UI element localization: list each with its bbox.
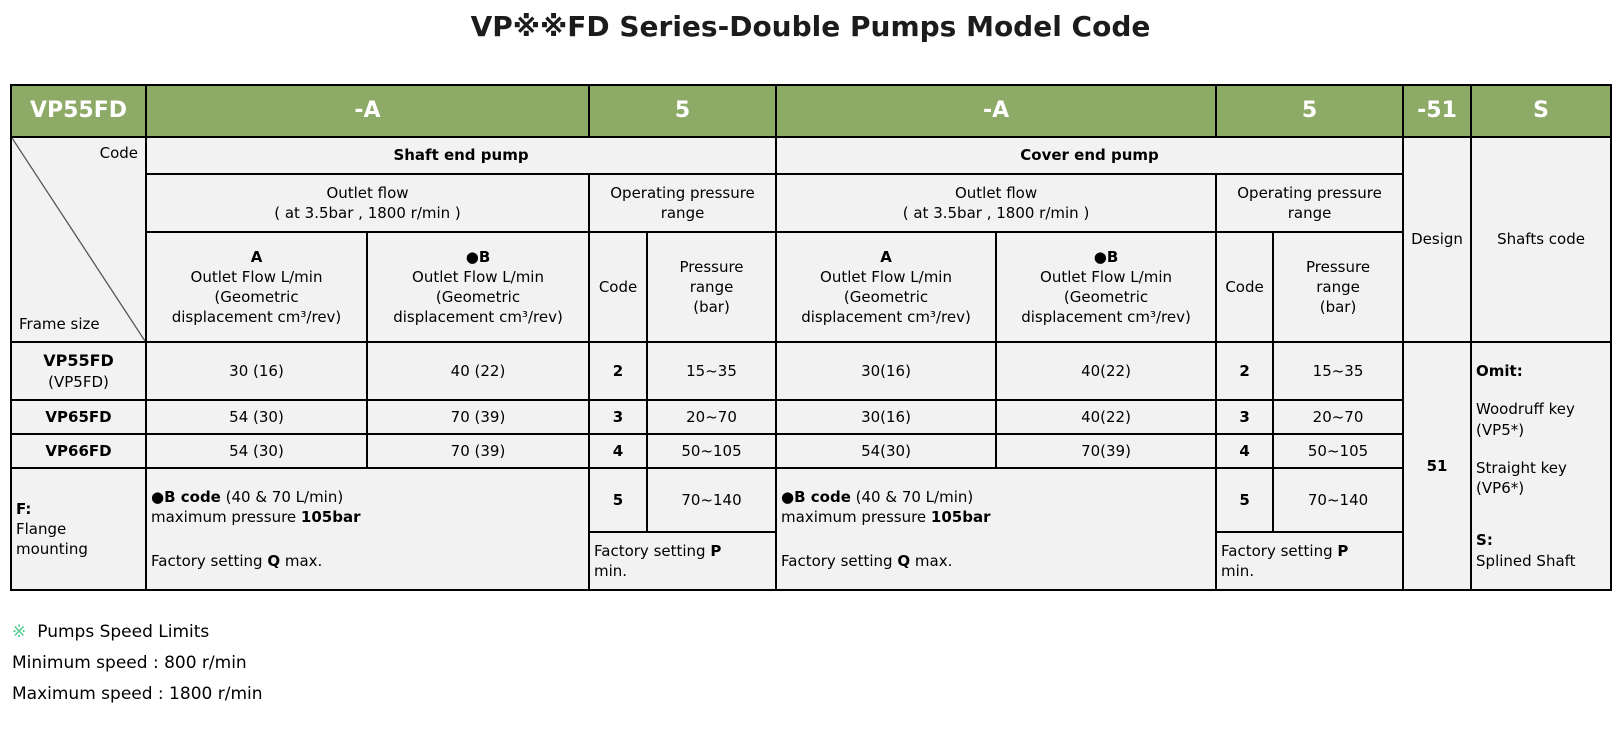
- design-header: Design: [1402, 136, 1473, 343]
- note-maximum-speed: Maximum speed : 1800 r/min: [12, 684, 263, 704]
- frame-size-cell: VP65FD: [10, 399, 147, 435]
- table-row: F: Flange mounting ●B code (40 & 70 L/mi…: [10, 467, 1611, 591]
- shaft-code-col-header: Code: [588, 231, 649, 343]
- cover-outlet-flow-header: Outlet flow ( at 3.5bar , 1800 r/min ): [775, 173, 1218, 233]
- model-shaft-flow-code: -A: [144, 84, 591, 138]
- cover-a-flow-value: 30(16): [775, 341, 998, 401]
- cover-col-b-header: ●B Outlet Flow L/min (Geometric displace…: [995, 231, 1218, 343]
- flange-mounting-cell: F: Flange mounting: [10, 467, 147, 591]
- cover-code-value: 3: [1215, 399, 1275, 435]
- shaft-code-value: 2: [588, 341, 649, 401]
- cover-b-flow-value: 70(39): [995, 433, 1218, 469]
- model-cover-flow-code: -A: [775, 84, 1218, 138]
- model-frame-code: VP55FD: [10, 84, 147, 138]
- model-code-table: VP55FD -A 5 -A 5 -51 S Code Frame size S…: [10, 84, 1613, 591]
- shaft-a-flow-value: 54 (30): [145, 399, 368, 435]
- shaft-pressure-range-value: 20~70: [646, 399, 778, 435]
- cover-pressure-range-value: 15~35: [1272, 341, 1405, 401]
- shaft-pressure-range-value: 70~140: [646, 467, 778, 533]
- shaft-code-value: 5: [588, 467, 649, 533]
- model-cover-pressure-code: 5: [1215, 84, 1405, 138]
- shaft-operating-pressure-header: Operating pressure range: [588, 173, 778, 233]
- shaft-b-flow-value: 70 (39): [365, 399, 591, 435]
- shaft-b-flow-value: 70 (39): [365, 433, 591, 469]
- table-row: VP66FD 54 (30) 70 (39) 4 50~105 54(30) 7…: [10, 433, 1611, 469]
- cover-code-value: 4: [1215, 433, 1275, 469]
- shaft-end-pump-header: Shaft end pump: [144, 136, 778, 175]
- frame-size-cell: VP66FD: [10, 433, 147, 469]
- shafts-code-legend: Omit: Woodruff key (VP5*) Straight key (…: [1470, 341, 1613, 591]
- cover-pressure-range-value: 20~70: [1272, 399, 1405, 435]
- table-row: VP55FD (VP5FD) 30 (16) 40 (22) 2 15~35 3…: [10, 341, 1613, 591]
- shaft-code-value: 3: [588, 399, 649, 435]
- cover-code-col-header: Code: [1215, 231, 1275, 343]
- cover-pressure-range-value: 50~105: [1272, 433, 1405, 469]
- table-row: VP65FD 54 (30) 70 (39) 3 20~70 30(16) 40…: [10, 399, 1611, 435]
- note-minimum-speed: Minimum speed : 800 r/min: [12, 653, 247, 673]
- shafts-code-header: Shafts code: [1470, 136, 1613, 343]
- cover-b-code-note-cell: ●B code (40 & 70 L/min) maximum pressure…: [775, 467, 1218, 591]
- shaft-a-flow-value: 30 (16): [145, 341, 368, 401]
- shaft-outlet-flow-header: Outlet flow ( at 3.5bar , 1800 r/min ): [144, 173, 591, 233]
- shaft-b-flow-value: 40 (22): [365, 341, 591, 401]
- model-design-code: -51: [1402, 84, 1473, 138]
- shaft-col-a-header: A Outlet Flow L/min (Geometric displacem…: [145, 231, 368, 343]
- model-shaft-pressure-code: 5: [588, 84, 778, 138]
- shaft-pressure-range-value: 15~35: [646, 341, 778, 401]
- shaft-pressure-range-value: 50~105: [646, 433, 778, 469]
- shaft-a-flow-value: 54 (30): [145, 433, 368, 469]
- frame-size-cell: VP55FD (VP5FD): [10, 341, 147, 401]
- cover-b-flow-value: 40(22): [995, 399, 1218, 435]
- shaft-b-code-note-cell: ●B code (40 & 70 L/min) maximum pressure…: [144, 467, 591, 591]
- corner-frame-size-label: Frame size: [19, 314, 100, 333]
- page-title: VP※※FD Series-Double Pumps Model Code: [470, 10, 1151, 43]
- cover-code-value: 2: [1215, 341, 1275, 401]
- cover-pressure-range-col-header: Pressure range (bar): [1272, 231, 1405, 343]
- note-heading: ※ Pumps Speed Limits: [12, 622, 210, 642]
- diagonal-divider-line: [12, 138, 145, 341]
- shaft-code-value: 4: [588, 433, 649, 469]
- cover-pressure-range-value: 70~140: [1272, 467, 1405, 533]
- reference-mark-icon: ※: [12, 622, 27, 642]
- cover-code-value: 5: [1215, 467, 1275, 533]
- model-code-row: VP55FD -A 5 -A 5 -51 S: [10, 84, 1613, 138]
- cover-col-a-header: A Outlet Flow L/min (Geometric displacem…: [775, 231, 998, 343]
- code-frame-size-corner-cell: Code Frame size: [10, 136, 147, 343]
- model-shafts-code: S: [1470, 84, 1613, 138]
- cover-end-pump-header: Cover end pump: [775, 136, 1405, 175]
- pumps-speed-limits-note: ※ Pumps Speed Limits Minimum speed : 800 …: [12, 617, 1621, 710]
- cover-a-flow-value: 30(16): [775, 399, 998, 435]
- corner-code-label: Code: [99, 144, 138, 162]
- shaft-pressure-range-col-header: Pressure range (bar): [646, 231, 778, 343]
- cover-a-flow-value: 54(30): [775, 433, 998, 469]
- cover-operating-pressure-header: Operating pressure range: [1215, 173, 1405, 233]
- cover-b-flow-value: 40(22): [995, 341, 1218, 401]
- shaft-col-b-header: ●B Outlet Flow L/min (Geometric displace…: [365, 231, 591, 343]
- design-value: 51: [1402, 341, 1473, 591]
